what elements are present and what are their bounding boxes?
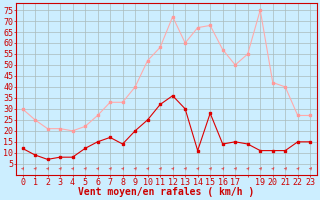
X-axis label: Vent moyen/en rafales ( km/h ): Vent moyen/en rafales ( km/h ) — [78, 187, 254, 197]
